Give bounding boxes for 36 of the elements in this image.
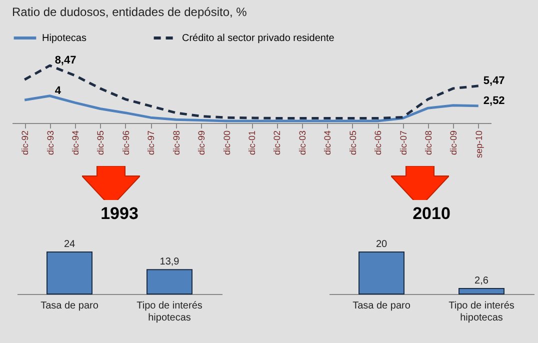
data-label: 4 bbox=[54, 84, 62, 97]
x-tick-label: sep-10 bbox=[474, 130, 484, 158]
x-tick-label: dic-07 bbox=[398, 130, 408, 156]
chart-title: Ratio de dudosos, entidades de depósito, % bbox=[12, 5, 248, 19]
x-tick-label: Tipo de interés hipotecas bbox=[136, 300, 202, 324]
x-tick-label: dic-09 bbox=[448, 130, 459, 156]
x-tick-label: dic-99 bbox=[196, 130, 207, 156]
x-tick-label: Tipo de interés hipotecas bbox=[448, 300, 514, 324]
x-tick-label: dic-03 bbox=[297, 130, 308, 156]
chart-title: 1993 bbox=[100, 204, 138, 223]
chart-title: 2010 bbox=[412, 204, 450, 223]
x-tick-label: Tasa de paro bbox=[352, 300, 411, 312]
x-tick-label: dic-95 bbox=[96, 130, 106, 156]
x-tick-label: dic-02 bbox=[272, 130, 282, 156]
data-label: 8,47 bbox=[54, 54, 76, 67]
x-tick-label: dic-98 bbox=[171, 130, 182, 156]
x-tick-label: dic-05 bbox=[348, 130, 358, 156]
legend-label: Crédito al sector privado residente bbox=[182, 33, 335, 44]
data-label: 2,52 bbox=[483, 94, 505, 107]
x-tick-label: dic-00 bbox=[222, 130, 232, 156]
x-tick-label: dic-93 bbox=[45, 130, 56, 156]
legend-label: Hipotecas bbox=[42, 33, 86, 44]
x-tick-label: dic-96 bbox=[120, 130, 131, 156]
data-label: 5,47 bbox=[483, 74, 505, 87]
x-tick-label: dic-01 bbox=[247, 130, 257, 156]
x-tick-label: dic-08 bbox=[423, 130, 434, 156]
data-label: 20 bbox=[376, 239, 388, 250]
data-label: 24 bbox=[64, 239, 76, 250]
x-tick-label: Tasa de paro bbox=[40, 300, 99, 312]
data-label: 13,9 bbox=[160, 256, 180, 268]
x-tick-label: dic-06 bbox=[373, 130, 384, 156]
x-tick-label: dic-97 bbox=[146, 130, 156, 156]
x-tick-label: dic-04 bbox=[322, 130, 333, 156]
x-tick-label: dic-94 bbox=[70, 130, 81, 156]
data-label: 2,6 bbox=[474, 276, 489, 287]
x-tick-label: dic-92 bbox=[20, 130, 30, 156]
